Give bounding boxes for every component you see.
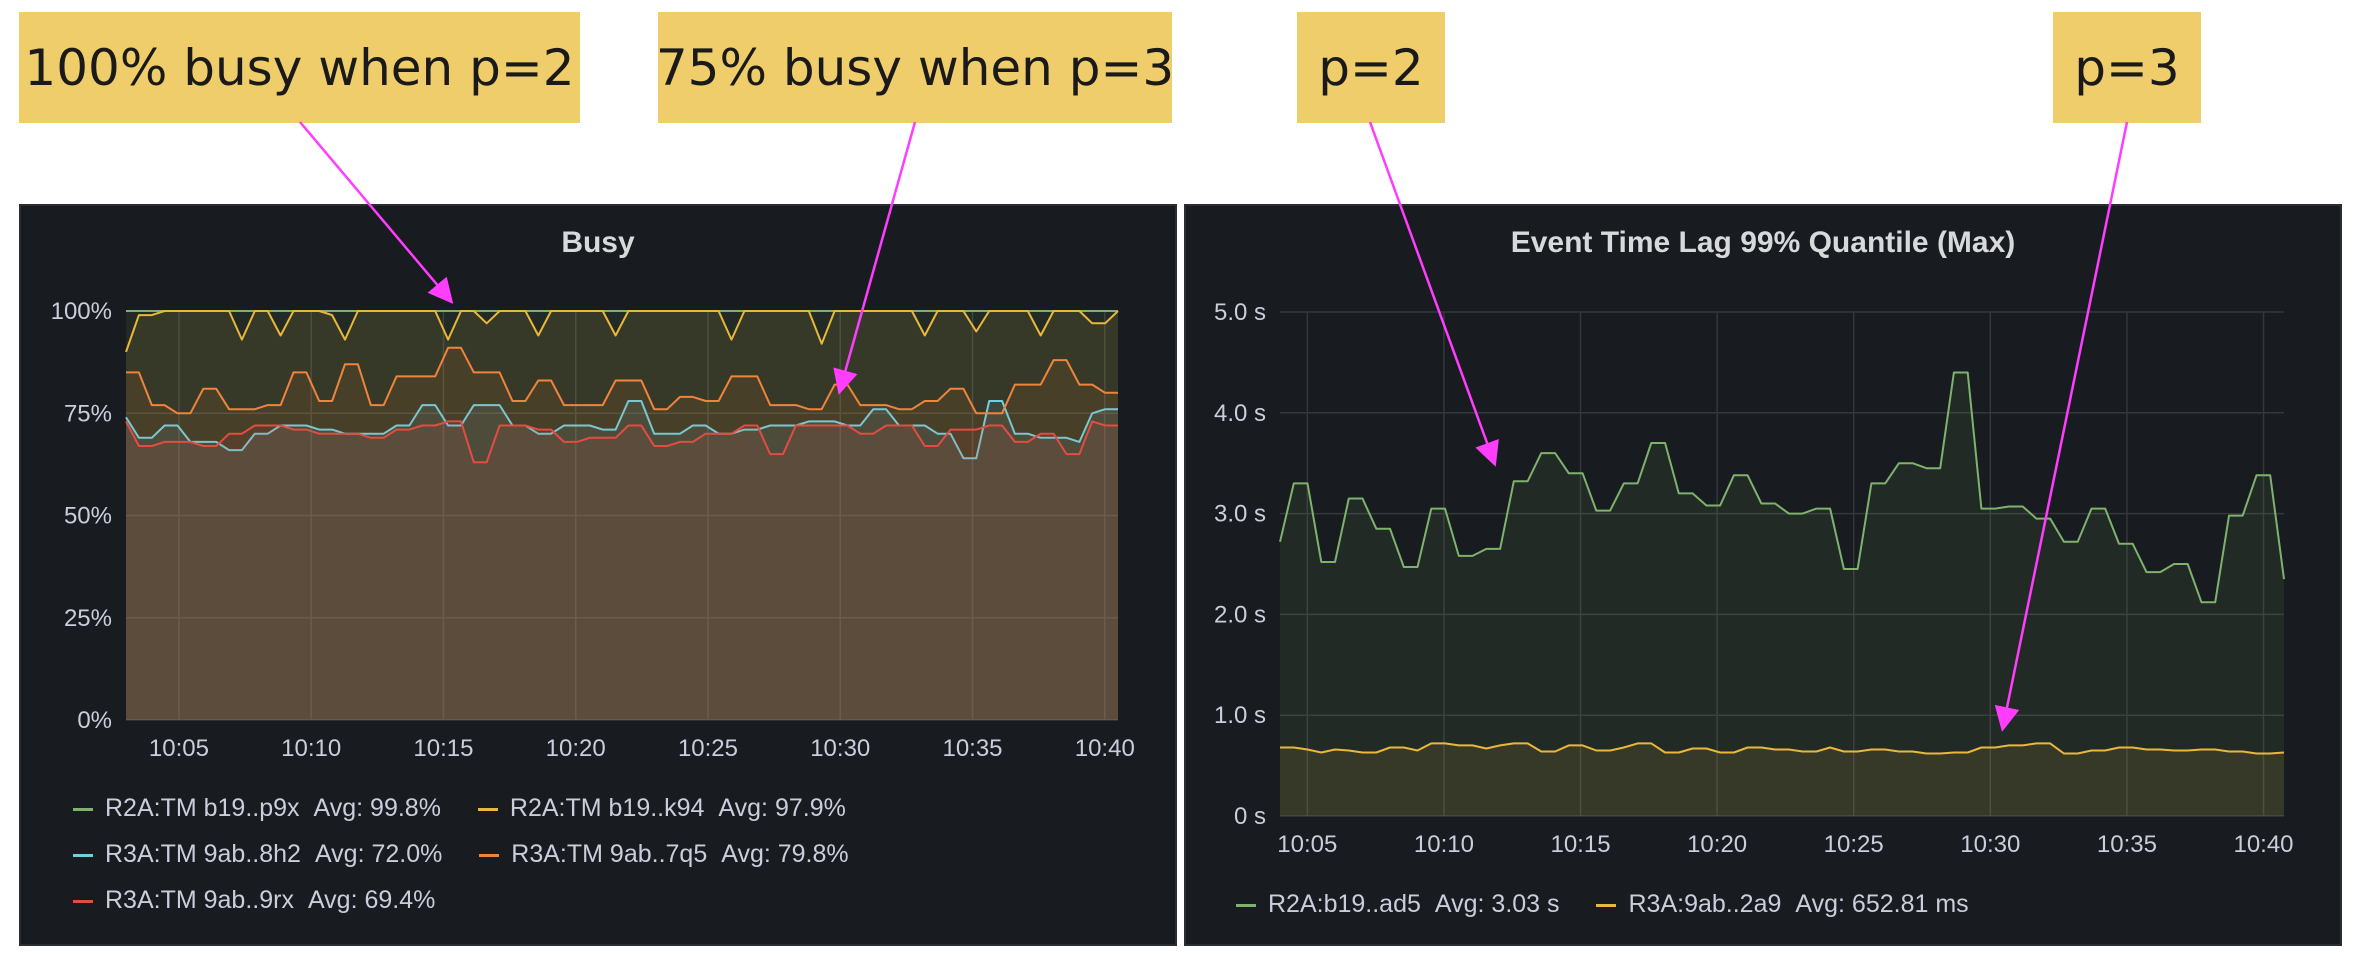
y-tick-label: 5.0 s	[1214, 299, 1266, 326]
y-tick-label: 100%	[51, 298, 112, 325]
x-tick-label: 10:30	[810, 735, 870, 762]
legend-item-r3a-9rx[interactable]: R3A:TM 9ab..9rx Avg: 69.4%	[73, 886, 435, 914]
series-area-1	[1280, 743, 2284, 816]
y-tick-label: 3.0 s	[1214, 501, 1266, 528]
lag-chart: 0 s 1.0 s 2.0 s 3.0 s 4.0 s 5.0 s 10:05 10:10 10…	[1214, 299, 2294, 858]
lag-panel: Event Time Lag 99% Quantile (Max) 0 s 1.0…	[1184, 204, 2342, 946]
y-tick-label: 25%	[64, 605, 112, 632]
busy-panel-title[interactable]: Busy	[561, 226, 635, 259]
y-tick-label: 1.0 s	[1214, 702, 1266, 729]
busy-legend-row-2: R3A:TM 9ab..8h2 Avg: 72.0% R3A:TM 9ab..7q…	[73, 840, 849, 869]
lag-panel-title[interactable]: Event Time Lag 99% Quantile (Max)	[1510, 226, 2016, 259]
x-tick-label: 10:30	[1960, 831, 2020, 858]
series-area-4	[126, 421, 1118, 720]
series-line-1	[1280, 742, 2285, 755]
legend-swatch-yellow	[477, 807, 498, 811]
busy-chart: 0% 25% 50% 75% 100% 10:05 10:10 10:15 10:20 10:25…	[51, 298, 1135, 762]
legend-swatch-green	[1236, 903, 1256, 907]
x-tick-label: 10:10	[281, 735, 341, 762]
legend-swatch-yellow	[1596, 903, 1617, 907]
x-tick-label: 10:10	[1414, 831, 1474, 858]
x-tick-label: 10:20	[546, 735, 606, 762]
annotation-p2: p=2	[1297, 12, 1445, 123]
series-line-3	[126, 346, 1118, 415]
x-tick-label: 10:15	[1550, 831, 1610, 858]
annotation-75-busy: 75% busy when p=3	[656, 12, 1174, 123]
series-line-4	[125, 420, 1118, 464]
x-tick-label: 10:35	[942, 735, 1002, 762]
legend-swatch-red	[73, 899, 93, 903]
x-tick-label: 10:25	[678, 735, 738, 762]
y-tick-label: 0 s	[1234, 803, 1266, 830]
x-tick-label: 10:35	[2097, 831, 2157, 858]
y-tick-label: 75%	[64, 400, 112, 427]
y-tick-label: 2.0 s	[1214, 601, 1266, 628]
x-tick-label: 10:40	[1075, 735, 1135, 762]
x-tick-label: 10:05	[1277, 831, 1337, 858]
busy-legend-row-3: R3A:TM 9ab..9rx Avg: 69.4%	[73, 886, 435, 915]
legend-item-r2a-k94[interactable]: R2A:TM b19..k94 Avg: 97.9%	[477, 794, 846, 822]
y-tick-label: 4.0 s	[1214, 400, 1266, 427]
legend-item-r2a-p9x[interactable]: R2A:TM b19..p9x Avg: 99.8%	[73, 794, 448, 822]
busy-panel: Busy 0% 25% 50% 75% 100% 10:05 10:10 10:15 10:20…	[19, 204, 1177, 946]
x-tick-label: 10:20	[1687, 831, 1747, 858]
series-line-2	[125, 400, 1118, 460]
annotation-p3: p=3	[2053, 12, 2201, 123]
x-tick-label: 10:40	[2233, 831, 2293, 858]
legend-swatch-orange	[479, 853, 500, 857]
legend-swatch-cyan	[73, 853, 93, 857]
legend-item-r2a-ad5[interactable]: R2A:b19..ad5 Avg: 3.03 s	[1236, 890, 1566, 918]
legend-item-r3a-2a9[interactable]: R3A:9ab..2a9 Avg: 652.81 ms	[1596, 890, 1969, 918]
lag-legend-row: R2A:b19..ad5 Avg: 3.03 s R3A:9ab..2a9 Avg:…	[1236, 890, 1969, 919]
y-tick-label: 50%	[64, 503, 112, 530]
series-line-1	[125, 310, 1119, 353]
legend-item-r3a-8h2[interactable]: R3A:TM 9ab..8h2 Avg: 72.0%	[73, 840, 449, 868]
x-tick-label: 10:15	[413, 735, 473, 762]
series-area-3	[126, 347, 1118, 720]
y-tick-label: 0%	[77, 707, 112, 734]
legend-item-r3a-7q5[interactable]: R3A:TM 9ab..7q5 Avg: 79.8%	[479, 840, 849, 868]
annotation-100-busy: 100% busy when p=2	[19, 12, 580, 123]
x-tick-label: 10:25	[1824, 831, 1884, 858]
x-tick-label: 10:05	[149, 735, 209, 762]
series-area-2	[126, 401, 1118, 720]
busy-legend-row-1: R2A:TM b19..p9x Avg: 99.8% R2A:TM b19..k9…	[73, 794, 846, 823]
legend-swatch-green	[73, 807, 93, 811]
